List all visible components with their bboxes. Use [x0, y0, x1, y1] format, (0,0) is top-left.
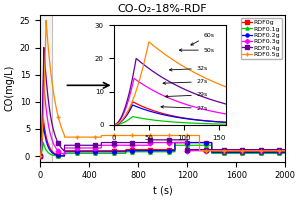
Line: RDF0.3g: RDF0.3g	[38, 78, 287, 158]
Line: RDF0.1g: RDF0.1g	[38, 141, 287, 158]
RDF0.2g	[217, 151, 220, 154]
Y-axis label: CO(mg/L): CO(mg/L)	[4, 65, 14, 111]
RDF0.5g	[155, 134, 158, 137]
RDF0.1g	[264, 152, 267, 155]
Bar	[40, 15, 52, 162]
RDF0.1g	[284, 152, 287, 155]
RDF0.3g	[264, 149, 267, 152]
RDF0g	[41, 117, 45, 119]
RDF0.3g	[141, 144, 145, 146]
RDF0.1g	[141, 151, 145, 153]
RDF0g	[264, 151, 267, 153]
RDF0.3g	[42, 79, 45, 81]
Line: RDF0.5g: RDF0.5g	[38, 19, 287, 158]
Title: CO-O₂-18%-RDF: CO-O₂-18%-RDF	[118, 4, 208, 14]
RDF0.4g	[143, 141, 147, 144]
RDF0g	[38, 155, 42, 157]
RDF0.5g	[276, 149, 280, 152]
RDF0g	[276, 151, 280, 153]
RDF0.2g	[38, 155, 42, 157]
Line: RDF0g: RDF0g	[38, 116, 287, 158]
RDF0.5g	[264, 149, 267, 152]
RDF0.5g	[44, 19, 48, 22]
RDF0.5g	[217, 149, 220, 152]
Legend: RDF0g, RDF0.1g, RDF0.2g, RDF0.3g, RDF0.4g, RDF0.5g: RDF0g, RDF0.1g, RDF0.2g, RDF0.3g, RDF0.4…	[241, 18, 282, 59]
RDF0g	[217, 151, 220, 153]
RDF0.4g	[264, 148, 267, 151]
RDF0.2g	[141, 149, 145, 152]
RDF0.2g	[264, 151, 267, 154]
RDF0.3g	[217, 149, 220, 152]
RDF0.3g	[276, 149, 280, 152]
RDF0.3g	[38, 155, 42, 157]
RDF0.4g	[141, 141, 145, 144]
RDF0g	[143, 148, 147, 151]
RDF0.5g	[143, 134, 147, 137]
RDF0.3g	[284, 149, 287, 152]
RDF0.2g	[143, 149, 147, 152]
Line: RDF0.2g: RDF0.2g	[38, 122, 287, 158]
RDF0g	[284, 151, 287, 153]
RDF0.4g	[38, 155, 42, 157]
RDF0.5g	[284, 149, 287, 152]
RDF0.3g	[143, 144, 147, 146]
RDF0.1g	[155, 151, 158, 153]
RDF0.4g	[217, 148, 220, 151]
Line: RDF0.4g: RDF0.4g	[38, 46, 287, 158]
RDF0g	[155, 148, 158, 151]
RDF0.1g	[41, 141, 45, 144]
RDF0.5g	[141, 134, 145, 137]
RDF0.3g	[155, 141, 158, 144]
RDF0.2g	[41, 122, 45, 125]
RDF0.1g	[38, 155, 42, 157]
RDF0.1g	[276, 152, 280, 155]
RDF0.5g	[38, 155, 42, 157]
RDF0.2g	[276, 151, 280, 154]
RDF0g	[141, 148, 145, 151]
RDF0.1g	[217, 152, 220, 155]
RDF0.4g	[276, 148, 280, 151]
RDF0.4g	[155, 139, 158, 141]
RDF0.2g	[155, 149, 158, 152]
X-axis label: t (s): t (s)	[153, 186, 172, 196]
RDF0.1g	[143, 151, 147, 153]
RDF0.2g	[284, 151, 287, 154]
RDF0.4g	[42, 46, 46, 49]
RDF0.4g	[284, 148, 287, 151]
